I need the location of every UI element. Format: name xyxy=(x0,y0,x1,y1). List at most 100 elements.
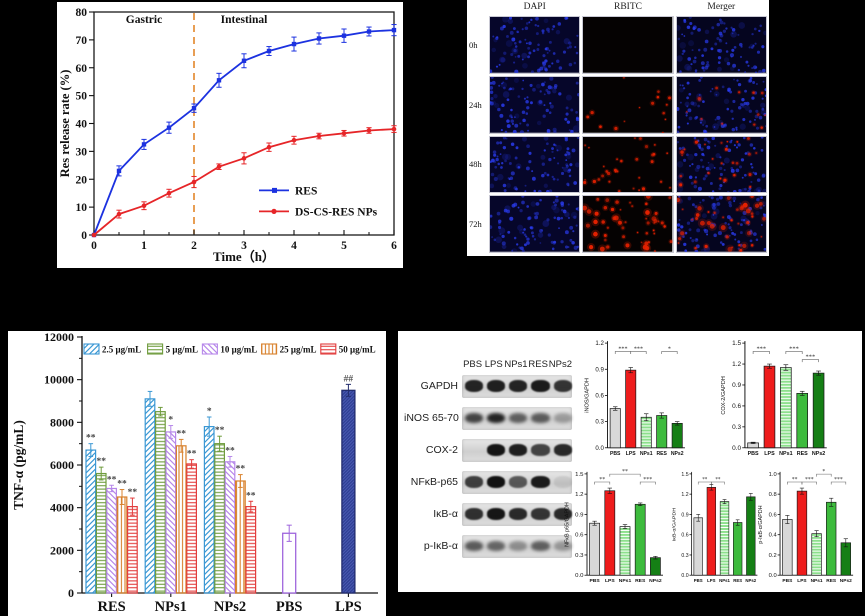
svg-text:RES: RES xyxy=(797,451,809,457)
svg-text:*: * xyxy=(822,469,825,475)
svg-text:COX-2/GAPDH: COX-2/GAPDH xyxy=(721,376,727,414)
svg-text:30: 30 xyxy=(76,146,88,158)
blot-band-3-3 xyxy=(531,476,550,488)
micro-image-2-2 xyxy=(676,136,766,193)
svg-text:NPs2: NPs2 xyxy=(214,599,246,615)
micro-cell-dapi-0h xyxy=(489,16,581,74)
svg-text:50 μg/mL: 50 μg/mL xyxy=(339,345,376,355)
micro-cell-rbitc-48h xyxy=(582,135,674,194)
blot-label-pikb: p-IκB-α xyxy=(423,540,458,552)
svg-text:**: ** xyxy=(86,434,96,444)
svg-text:60: 60 xyxy=(76,63,88,75)
svg-text:**: ** xyxy=(176,429,186,439)
svg-text:0.6: 0.6 xyxy=(732,403,741,410)
blot-strip-ikb xyxy=(462,502,572,526)
blot-strip-gapdh xyxy=(462,374,572,398)
svg-text:8000: 8000 xyxy=(50,415,74,429)
svg-text:50: 50 xyxy=(76,91,88,103)
micro-corner xyxy=(468,1,487,14)
svg-text:12000: 12000 xyxy=(44,331,74,344)
blot-row-inos: iNOS 65-70 xyxy=(404,402,572,434)
svg-text:0.3: 0.3 xyxy=(681,553,688,559)
svg-text:PBS: PBS xyxy=(276,599,303,615)
panel-microscopy: DAPI RBITC Merger 0h 24h 48h 72h xyxy=(467,0,769,256)
svg-text:RES: RES xyxy=(733,578,742,583)
svg-text:6: 6 xyxy=(391,240,397,252)
svg-text:NPs2: NPs2 xyxy=(745,578,756,583)
svg-text:**: ** xyxy=(599,477,605,483)
micro-row-label-72h: 72h xyxy=(469,219,482,230)
blot-band-4-1 xyxy=(486,508,506,520)
blot-band-0-4 xyxy=(553,380,572,392)
svg-text:1.5: 1.5 xyxy=(575,472,584,478)
svg-text:5: 5 xyxy=(341,240,347,252)
release-line-chart: 0 1 2 3 4 5 6 0 10 20 30 40 50 60 70 80 Time（h） Res relea… xyxy=(57,2,403,268)
svg-text:IκB-α/GAPDH: IκB-α/GAPDH xyxy=(672,508,678,542)
svg-text:RES: RES xyxy=(97,599,125,615)
svg-text:LPS: LPS xyxy=(605,578,615,584)
svg-text:0.9: 0.9 xyxy=(595,366,604,373)
svg-text:**: ** xyxy=(622,469,628,475)
blot-band-4-0 xyxy=(464,508,483,520)
micro-image-1-0 xyxy=(490,76,580,133)
svg-text:0.9: 0.9 xyxy=(681,512,688,518)
micro-col-header-merger: Merger xyxy=(707,2,736,12)
svg-text:10 μg/mL: 10 μg/mL xyxy=(220,345,257,355)
blot-band-2-3 xyxy=(531,444,550,456)
blot-band-1-4 xyxy=(553,412,572,424)
blot-band-4-2 xyxy=(509,508,528,520)
svg-text:0.6: 0.6 xyxy=(595,392,604,399)
svg-text:TNF-α (pg/mL): TNF-α (pg/mL) xyxy=(11,420,26,510)
blot-row-nfkb: NFκB-p65 xyxy=(404,466,572,498)
svg-text:NPs1: NPs1 xyxy=(155,599,187,615)
svg-text:NPs2: NPs2 xyxy=(671,451,684,457)
micro-cell-dapi-48h xyxy=(489,135,581,194)
svg-text:**: ** xyxy=(225,446,235,456)
ikb-chart-svg: 0.0 0.3 0.6 0.9 1.2 1.5 IκB-α/GAPDH PBS LPS NPs1 R… xyxy=(672,472,758,583)
svg-text:0.0: 0.0 xyxy=(769,573,778,579)
svg-text:LPS: LPS xyxy=(626,451,637,457)
micro-col-header-rbitc: RBITC xyxy=(614,2,642,12)
svg-text:0.4: 0.4 xyxy=(769,533,778,539)
blot-label-inos: iNOS 65-70 xyxy=(404,412,459,424)
svg-text:**: ** xyxy=(117,480,127,490)
micro-cell-rbitc-0h xyxy=(582,16,674,74)
svg-text:NPs2: NPs2 xyxy=(649,578,662,584)
svg-text:LPS: LPS xyxy=(335,599,362,615)
svg-text:1.5: 1.5 xyxy=(681,472,688,478)
svg-text:LPS: LPS xyxy=(797,578,807,584)
blot-band-0-2 xyxy=(509,380,528,392)
svg-text:10000: 10000 xyxy=(44,373,74,387)
micro-cell-rbitc-72h xyxy=(582,195,674,253)
svg-text:**: ** xyxy=(236,465,246,475)
svg-text:**: ** xyxy=(96,457,106,467)
inos-chart-svg: 0.0 0.3 0.6 0.9 1.2 iNOS/GAPDH PBS LPS NPs1 RES NP… xyxy=(585,340,685,457)
svg-text:**: ** xyxy=(107,475,117,485)
blot-band-5-0 xyxy=(464,540,483,552)
svg-text:**: ** xyxy=(702,477,707,483)
svg-text:**: ** xyxy=(187,450,197,460)
svg-text:1.2: 1.2 xyxy=(681,492,688,498)
panel-release-chart: 0 1 2 3 4 5 6 0 10 20 30 40 50 60 70 80 Time（h） Res relea… xyxy=(57,2,403,268)
blot-band-1-2 xyxy=(509,412,528,424)
svg-text:NPs1: NPs1 xyxy=(719,578,730,583)
svg-text:DS-CS-RES NPs: DS-CS-RES NPs xyxy=(295,206,378,218)
svg-text:Gastric: Gastric xyxy=(126,14,162,26)
svg-text:**: ** xyxy=(715,477,720,483)
svg-text:**: ** xyxy=(215,426,225,436)
svg-text:Intestinal: Intestinal xyxy=(221,14,268,26)
svg-text:NFκB p65/GAPDH: NFκB p65/GAPDH xyxy=(564,502,570,547)
svg-text:25 μg/mL: 25 μg/mL xyxy=(280,345,317,355)
blot-label-ikb: IκB-α xyxy=(433,508,458,520)
svg-text:**: ** xyxy=(246,491,256,501)
svg-text:NPs1: NPs1 xyxy=(619,578,632,584)
blot-band-5-2 xyxy=(509,540,528,552)
svg-text:RES: RES xyxy=(826,578,837,584)
svg-text:RES: RES xyxy=(635,578,646,584)
svg-text:0.6: 0.6 xyxy=(681,532,688,538)
svg-text:Time（h）: Time（h） xyxy=(213,249,275,264)
micro-image-1-2 xyxy=(676,76,766,133)
svg-text:0: 0 xyxy=(91,240,97,252)
